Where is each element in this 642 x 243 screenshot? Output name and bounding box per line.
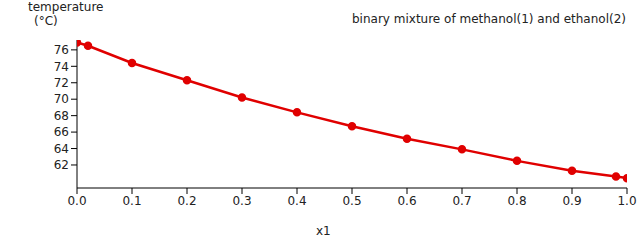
html-text:(°C): (°C) [34,14,58,28]
html-text:temperature: temperature [28,0,104,14]
svg-text:74: 74 [54,60,69,74]
svg-text:0.3: 0.3 [232,194,251,208]
svg-text:68: 68 [54,109,69,123]
svg-text:76: 76 [54,43,69,57]
svg-text:62: 62 [54,158,69,172]
html-text:binary mixture of methanol(1): binary mixture of methanol(1) and ethano… [352,12,626,26]
svg-text:0.4: 0.4 [287,194,306,208]
svg-text:64: 64 [54,142,69,156]
svg-text:0.2: 0.2 [177,194,196,208]
svg-text:1.0: 1.0 [617,194,634,208]
svg-text:0.8: 0.8 [507,194,526,208]
svg-text:0.6: 0.6 [397,194,416,208]
svg-text:0.0: 0.0 [67,194,86,208]
svg-text:0.5: 0.5 [342,194,361,208]
svg-text:70: 70 [54,92,69,106]
svg-text:66: 66 [54,125,69,139]
html-text:x1: x1 [316,224,331,238]
svg-text:0.9: 0.9 [562,194,581,208]
svg-text:72: 72 [54,76,69,90]
svg-text:0.7: 0.7 [452,194,471,208]
svg-text:0.1: 0.1 [122,194,141,208]
